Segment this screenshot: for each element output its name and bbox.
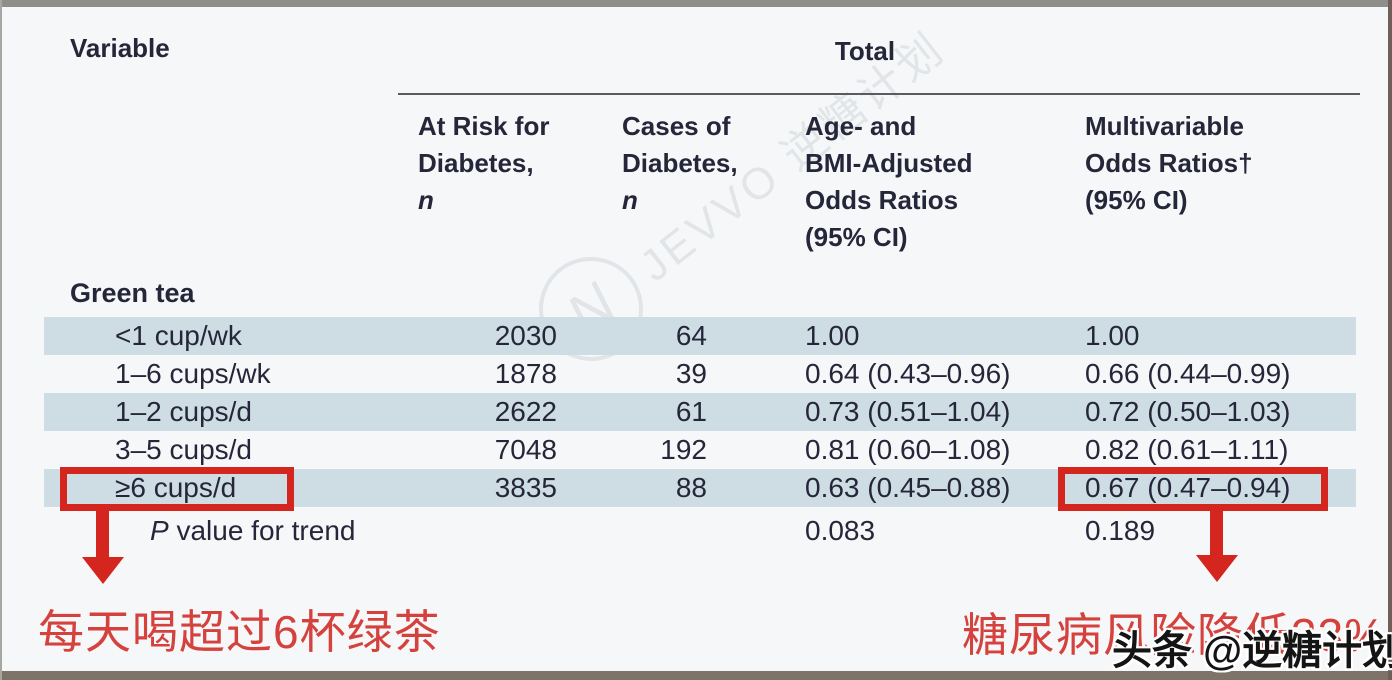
table-row-highlighted-6cups: ≥6 cups/d 3835 88 0.63 (0.45–0.88) 0.67 …: [44, 469, 1356, 507]
column-header-line: Diabetes,: [622, 148, 738, 178]
variable-header: Variable: [70, 33, 170, 63]
row-label: ≥6 cups/d: [115, 472, 237, 503]
cell-at-risk: 2030: [494, 320, 557, 351]
total-header-rule: [398, 93, 1360, 95]
table-row-p-value: P value for trend 0.083 0.189: [44, 512, 1356, 550]
cell-adjusted-or: 0.81 (0.60–1.08): [805, 434, 1011, 465]
cell-multivariable-or: 0.189: [1085, 515, 1156, 546]
column-header-multivariable-or: Multivariable Odds Ratios† (95% CI): [1085, 108, 1253, 219]
p-label-rest: value for trend: [168, 515, 356, 546]
column-header-line: Odds Ratios†: [1085, 148, 1253, 178]
cell-adjusted-or: 0.73 (0.51–1.04): [805, 396, 1011, 427]
cell-at-risk: 3835: [494, 472, 557, 503]
p-value-label: P value for trend: [150, 512, 355, 550]
cell-at-risk: 1878: [494, 358, 557, 389]
cell-cases: 64: [675, 320, 707, 351]
table-row: <1 cup/wk 2030 64 1.00 1.00: [44, 317, 1356, 355]
annotation-left-note: 每天喝超过6杯绿茶: [38, 606, 441, 658]
cell-cases: 192: [660, 434, 707, 465]
annotation-right-note: 糖尿病风险降低33%: [962, 609, 1387, 661]
column-header-n: n: [622, 185, 638, 215]
cell-adjusted-or: 1.00: [805, 320, 860, 351]
table-row: 1–6 cups/wk 1878 39 0.64 (0.43–0.96) 0.6…: [44, 355, 1356, 393]
cell-cases: 61: [675, 396, 707, 427]
cell-multivariable-or: 0.66 (0.44–0.99): [1085, 358, 1291, 389]
cell-adjusted-or: 0.64 (0.43–0.96): [805, 358, 1011, 389]
cell-at-risk: 2622: [494, 396, 557, 427]
highlight-box-odds-ratio: [1058, 467, 1328, 511]
cell-multivariable-or: 0.82 (0.61–1.11): [1085, 434, 1289, 465]
table-row: 3–5 cups/d 7048 192 0.81 (0.60–1.08) 0.8…: [44, 431, 1356, 469]
column-header-n: n: [418, 185, 434, 215]
column-header-line: Age- and: [805, 111, 917, 141]
frame-bottom-bar: [0, 671, 1392, 680]
highlight-box-6cups: [60, 467, 294, 511]
column-header-line: At Risk for: [418, 111, 550, 141]
cell-adjusted-or: 0.63 (0.45–0.88): [805, 472, 1011, 503]
column-header-line: Odds Ratios: [805, 185, 959, 215]
column-header-line: Multivariable: [1085, 111, 1244, 141]
column-header-line: (95% CI): [1085, 185, 1188, 215]
row-label: 1–6 cups/wk: [115, 358, 271, 389]
cell-adjusted-or: 0.083: [805, 515, 876, 546]
cell-multivariable-or: 1.00: [1085, 320, 1140, 351]
column-header-line: (95% CI): [805, 222, 908, 252]
frame-right-edge: [1388, 0, 1392, 680]
down-arrow-icon: [1210, 511, 1223, 556]
column-header-line: Cases of: [622, 111, 731, 141]
frame-left-edge: [0, 0, 2, 680]
total-group-header: Total: [834, 36, 896, 66]
row-label: 3–5 cups/d: [115, 434, 252, 465]
down-arrow-icon: [1196, 555, 1238, 582]
column-header-line: Diabetes,: [418, 148, 534, 178]
column-header-cases: Cases of Diabetes, n: [622, 108, 738, 219]
down-arrow-icon: [96, 511, 109, 558]
section-label-green-tea: Green tea: [70, 278, 195, 308]
cell-at-risk: 7048: [494, 434, 557, 465]
cell-multivariable-or: 0.72 (0.50–1.03): [1085, 396, 1291, 427]
column-header-at-risk: At Risk for Diabetes, n: [418, 108, 549, 219]
toutiao-account-watermark: 头条 @逆糖计划: [1112, 629, 1392, 673]
table-row: 1–2 cups/d 2622 61 0.73 (0.51–1.04) 0.72…: [44, 393, 1356, 431]
cell-multivariable-or: 0.67 (0.47–0.94): [1085, 472, 1291, 503]
frame-top-bar: [0, 0, 1392, 7]
down-arrow-icon: [82, 557, 124, 584]
column-header-adjusted-or: Age- and BMI-Adjusted Odds Ratios (95% CI): [805, 108, 973, 256]
p-italic: P: [150, 515, 169, 546]
cell-cases: 39: [675, 358, 707, 389]
row-label: <1 cup/wk: [115, 320, 242, 351]
column-header-line: BMI-Adjusted: [805, 148, 973, 178]
cell-cases: 88: [675, 472, 707, 503]
row-label: 1–2 cups/d: [115, 396, 252, 427]
